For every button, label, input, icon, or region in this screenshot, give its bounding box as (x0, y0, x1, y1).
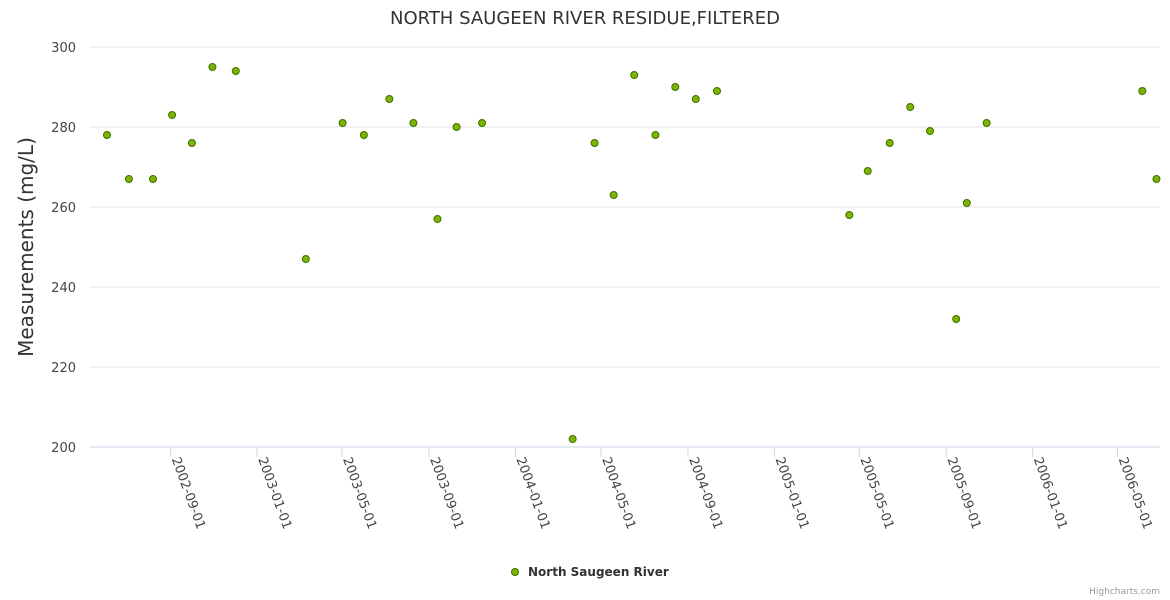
x-tick-label: 2004-05-01 (598, 455, 638, 531)
data-point[interactable] (845, 211, 854, 219)
x-tick-label: 2005-09-01 (944, 455, 984, 531)
data-point[interactable] (409, 119, 418, 127)
data-point[interactable] (651, 131, 660, 139)
x-tick-label: 2002-09-01 (168, 455, 208, 531)
x-tick-label: 2004-01-01 (513, 455, 553, 531)
x-tick-label: 2003-01-01 (254, 455, 294, 531)
y-tick-label: 240 (51, 281, 76, 296)
data-point[interactable] (124, 175, 133, 183)
data-point[interactable] (590, 139, 599, 147)
data-point[interactable] (712, 87, 721, 95)
y-tick-label: 260 (51, 201, 76, 216)
legend[interactable]: North Saugeen River (511, 565, 669, 579)
legend-label[interactable]: North Saugeen River (528, 565, 669, 579)
data-points (102, 63, 1161, 443)
x-axis-ticks: 2002-09-01 2003-01-01 2003-05-01 2003-09-01… (168, 447, 1155, 531)
credits-link[interactable]: Highcharts.com (1089, 587, 1160, 597)
chart-title: NORTH SAUGEEN RIVER RESIDUE,FILTERED (390, 8, 780, 29)
data-point[interactable] (568, 435, 577, 443)
data-point[interactable] (609, 191, 618, 199)
x-tick-label: 2004-09-01 (685, 455, 725, 531)
x-tick-label: 2006-05-01 (1115, 455, 1155, 531)
y-tick-label: 280 (51, 121, 76, 136)
y-tick-label: 220 (51, 361, 76, 376)
data-point[interactable] (478, 119, 487, 127)
data-point[interactable] (926, 127, 935, 135)
data-point[interactable] (452, 123, 461, 131)
data-point[interactable] (338, 119, 347, 127)
data-point[interactable] (187, 139, 196, 147)
data-point[interactable] (1152, 175, 1161, 183)
y-tick-label: 300 (51, 41, 76, 56)
data-point[interactable] (385, 95, 394, 103)
x-tick-label: 2005-01-01 (772, 455, 812, 531)
y-axis-label: Measurements (mg/L) (14, 137, 38, 357)
data-point[interactable] (885, 139, 894, 147)
data-point[interactable] (952, 315, 961, 323)
x-tick-label: 2005-05-01 (856, 455, 896, 531)
x-tick-label: 2006-01-01 (1030, 455, 1070, 531)
data-point[interactable] (1138, 87, 1147, 95)
data-point[interactable] (433, 215, 442, 223)
grid-lines (90, 46, 1160, 368)
data-point[interactable] (962, 199, 971, 207)
y-tick-label: 200 (51, 441, 76, 456)
x-tick-label: 2003-05-01 (339, 455, 379, 531)
data-point[interactable] (863, 167, 872, 175)
data-point[interactable] (982, 119, 991, 127)
data-point[interactable] (359, 131, 368, 139)
data-point[interactable] (691, 95, 700, 103)
data-point[interactable] (168, 111, 177, 119)
data-point[interactable] (231, 67, 240, 75)
data-point[interactable] (148, 175, 157, 183)
data-point[interactable] (301, 255, 310, 263)
data-point[interactable] (208, 63, 217, 71)
y-axis-ticks: 200 220 240 260 280 300 (51, 41, 76, 456)
data-point[interactable] (906, 103, 915, 111)
data-point[interactable] (630, 71, 639, 79)
data-point[interactable] (102, 131, 111, 139)
legend-marker-icon (511, 568, 519, 576)
data-point[interactable] (671, 83, 680, 91)
x-tick-label: 2003-09-01 (426, 455, 466, 531)
